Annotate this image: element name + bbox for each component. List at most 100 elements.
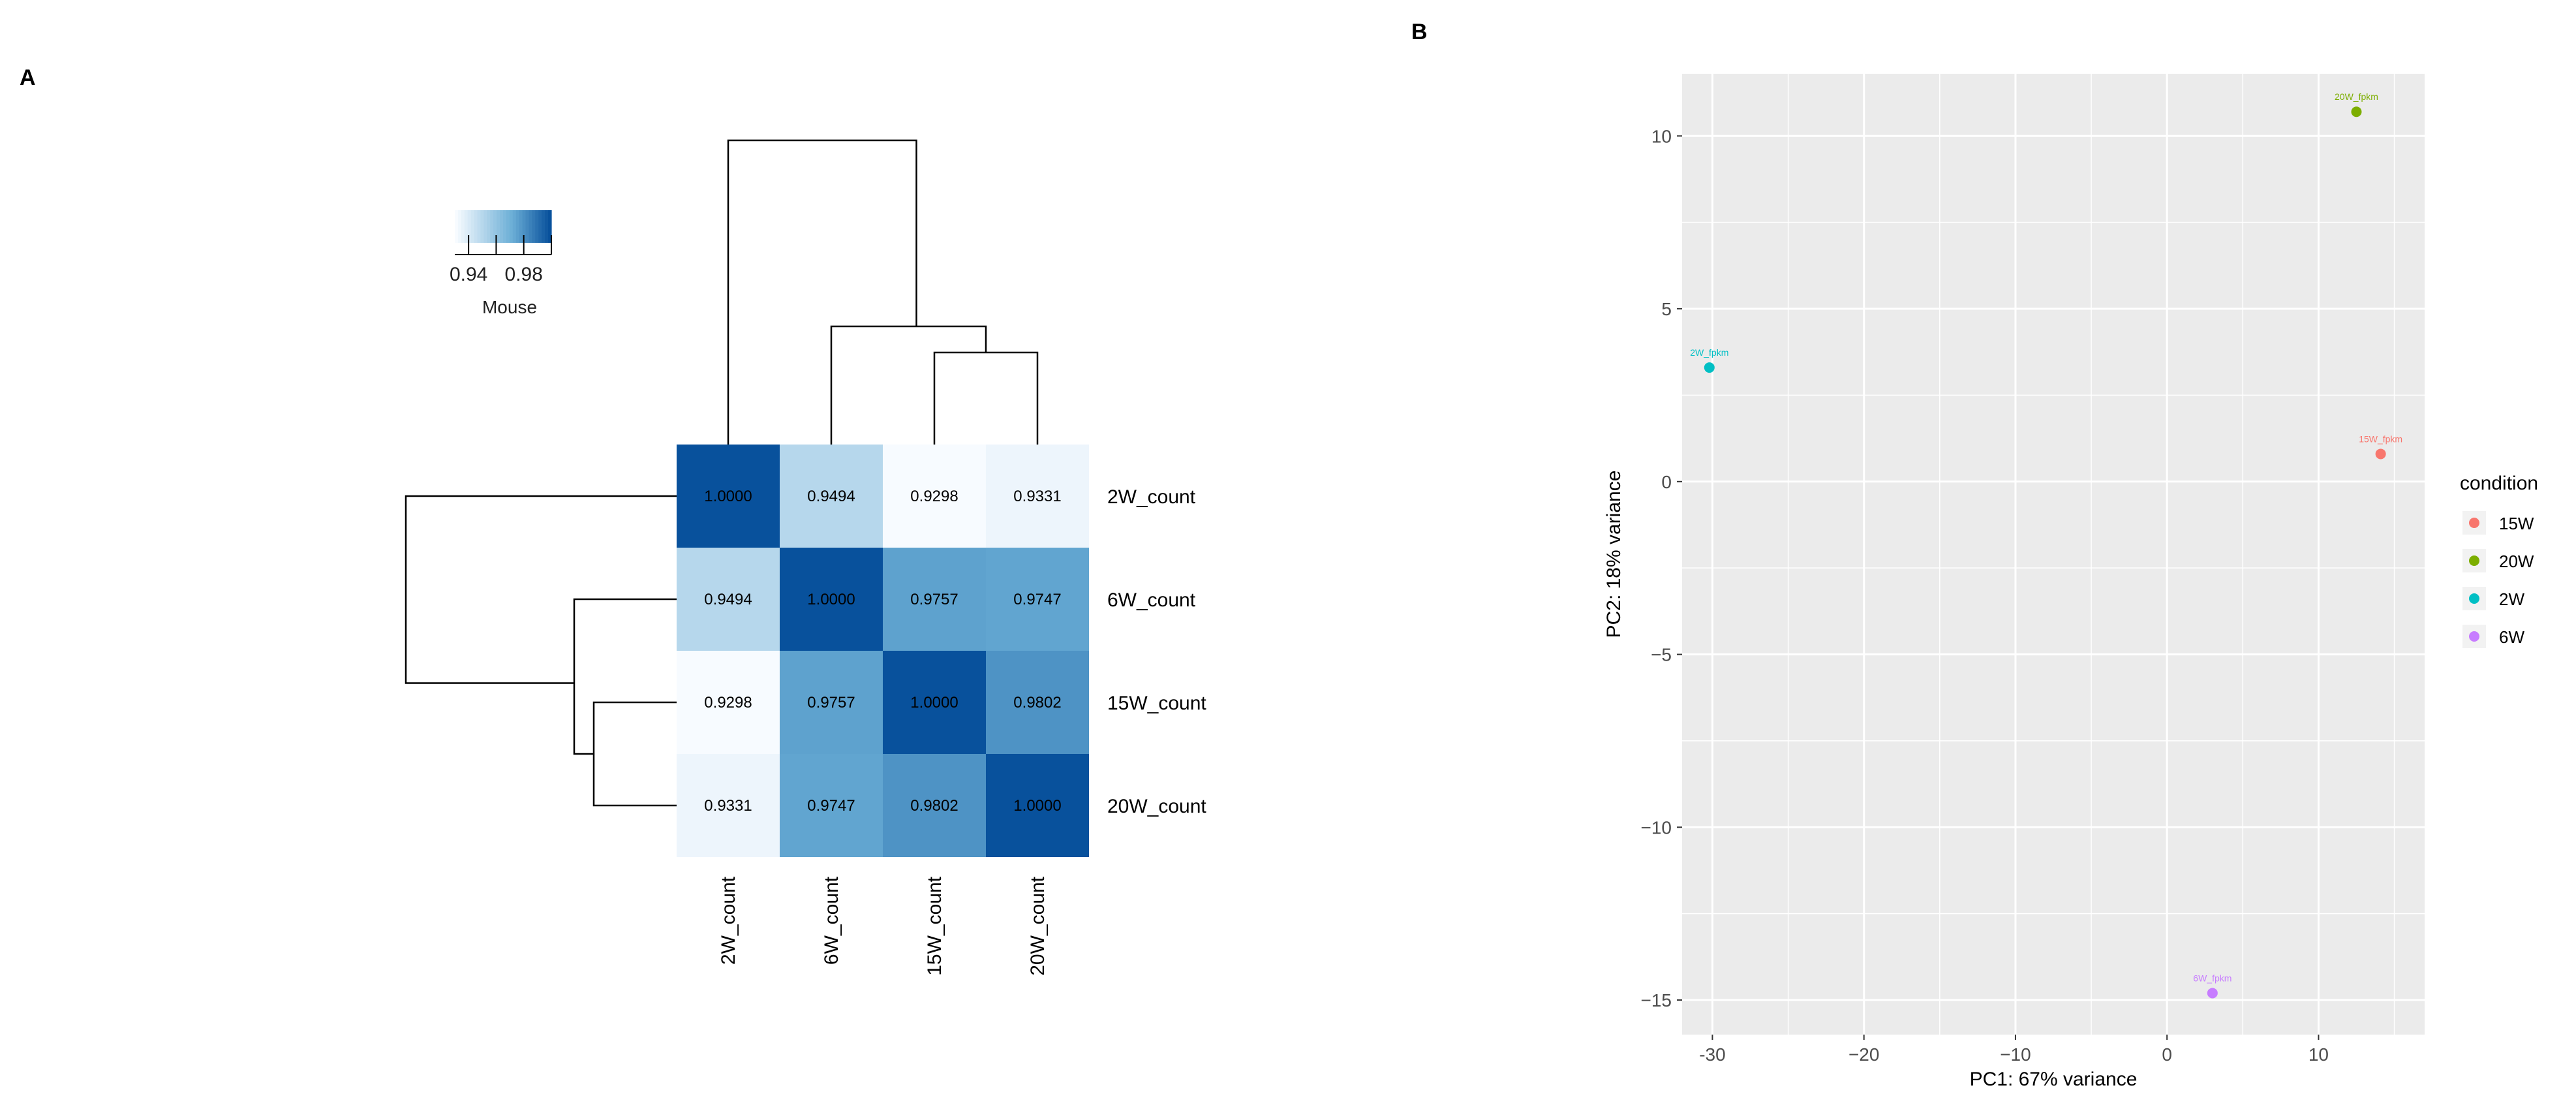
legend-color-step <box>506 210 510 243</box>
heatmap-cell <box>986 548 1089 651</box>
y-tick-label: −10 <box>1641 817 1672 837</box>
heatmap-cell <box>883 754 986 857</box>
cell-value: 0.9747 <box>1013 591 1061 608</box>
legend-color-step <box>493 210 497 243</box>
legend-color-step <box>483 210 487 243</box>
legend-entry-label: 20W <box>2499 552 2534 571</box>
gridlines <box>1682 74 2425 1035</box>
cell-value: 0.9747 <box>807 797 855 815</box>
point-15W <box>2375 448 2386 460</box>
row-branch-2w <box>405 495 677 684</box>
row-label: 2W_count <box>1107 486 1196 508</box>
column-label: 2W_count <box>718 876 739 965</box>
cell-value: 1.0000 <box>910 694 958 711</box>
point-6W <box>2207 988 2218 999</box>
cell-value: 0.9331 <box>704 797 752 815</box>
legend-color-step <box>529 210 532 243</box>
legend-color-step <box>497 210 500 243</box>
y-tick-label: −5 <box>1651 645 1672 665</box>
row-label: 20W_count <box>1107 796 1206 817</box>
legend-color-step <box>512 210 517 243</box>
legend-key-2W <box>2469 593 2479 604</box>
heatmap-cell <box>677 548 780 651</box>
legend-entry-label: 2W <box>2499 589 2524 609</box>
cell-value: 0.9802 <box>910 797 958 815</box>
x-tick-label: 0 <box>2162 1044 2172 1065</box>
legend-entry-label: 15W <box>2499 514 2534 533</box>
row-branch-15w-20w <box>592 701 677 807</box>
heatmap-column-labels: 2W_count 6W_count 15W_count 20W_count <box>718 876 1049 975</box>
col-branch-15w-20w <box>933 351 1039 445</box>
point-label: 20W_fpkm <box>2335 91 2378 102</box>
heatmap-cell <box>780 445 883 548</box>
legend-color-step <box>470 210 475 243</box>
legend-title: condition <box>2460 473 2538 494</box>
heatmap-cell <box>986 445 1089 548</box>
legend-color-step <box>535 210 539 243</box>
heatmap-cell <box>780 754 883 857</box>
legend-title: Mouse <box>482 297 537 317</box>
cell-value: 0.9757 <box>807 694 855 711</box>
column-label: 6W_count <box>821 876 842 965</box>
point-label: 15W_fpkm <box>2359 433 2402 444</box>
heatmap-cell <box>677 445 780 548</box>
row-branch-6w <box>573 598 677 755</box>
heatmap-cell <box>677 754 780 857</box>
legend-color-step <box>480 210 484 243</box>
y-tick-label: 10 <box>1651 126 1672 146</box>
column-label: 20W_count <box>1027 876 1049 975</box>
legend-key-15W <box>2469 518 2479 528</box>
legend-color-step <box>525 210 530 243</box>
col-branch-6w <box>830 325 987 445</box>
point-20W <box>2351 106 2362 117</box>
legend-color-step <box>509 210 514 243</box>
row-label: 6W_count <box>1107 589 1196 611</box>
legend-color-step <box>477 210 482 243</box>
legend-color-step <box>515 210 520 243</box>
legend-color-step <box>522 210 527 243</box>
heatmap-cell <box>883 651 986 754</box>
legend-tick-label: 0.94 <box>450 264 487 285</box>
legend-color-step <box>519 210 523 243</box>
cell-value: 0.9298 <box>910 488 958 505</box>
cell-value: 0.9494 <box>807 488 855 505</box>
heatmap-cell <box>883 445 986 548</box>
heatmap-cells: 1.0000 0.9494 0.9298 0.9331 0.9494 1.0000 0.97… <box>677 445 1089 857</box>
cell-value: 1.0000 <box>704 488 752 505</box>
legend-tick-label: 0.98 <box>505 264 543 285</box>
x-tick-label: −10 <box>2000 1044 2031 1065</box>
heatmap-cell <box>780 651 883 754</box>
cell-value: 0.9757 <box>910 591 958 608</box>
heatmap-cell <box>986 651 1089 754</box>
cell-value: 0.9298 <box>704 694 752 711</box>
point-label: 6W_fpkm <box>2193 973 2231 983</box>
correlation-heatmap: 0.94 0.98 Mouse 1.0000 0.9494 0.9298 0.9331 0.… <box>405 139 1206 976</box>
panel-label-a: A <box>20 65 36 90</box>
color-scale-legend: 0.94 0.98 Mouse <box>450 210 552 317</box>
legend-color-step <box>538 210 542 243</box>
legend-color-step <box>457 210 462 243</box>
legend-color-step <box>490 210 494 243</box>
axis-ticks: -30 −20 −10 0 10 −15 −10 −5 0 5 10 <box>1641 126 2329 1065</box>
cell-value: 0.9802 <box>1013 694 1061 711</box>
condition-legend: condition 15W 20W 2W 6W <box>2460 473 2538 648</box>
column-dendrogram <box>727 139 1039 445</box>
legend-color-step <box>474 210 478 243</box>
legend-color-step <box>455 210 459 243</box>
row-dendrogram <box>405 495 677 807</box>
heatmap-cell <box>883 548 986 651</box>
legend-color-step <box>467 210 472 243</box>
y-tick-label: −15 <box>1641 990 1672 1010</box>
cell-value: 1.0000 <box>1013 797 1061 815</box>
data-points: 20W_fpkm 2W_fpkm 15W_fpkm 6W_fpkm <box>1690 91 2402 999</box>
heatmap-cell <box>677 651 780 754</box>
x-tick-label: -30 <box>1699 1044 1725 1065</box>
column-label: 15W_count <box>924 876 945 975</box>
legend-color-step <box>500 210 504 243</box>
plot-panel-background <box>1682 74 2425 1035</box>
col-branch-2w <box>727 139 917 445</box>
legend-key-20W <box>2469 555 2479 566</box>
y-axis-title: PC2: 18% variance <box>1603 471 1625 638</box>
row-label: 15W_count <box>1107 693 1206 714</box>
